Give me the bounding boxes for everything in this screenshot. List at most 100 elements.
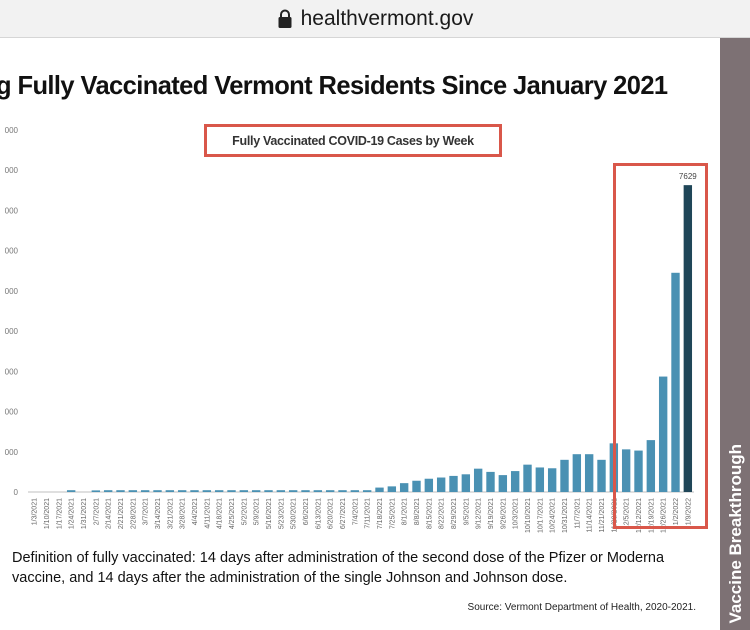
x-tick-label: 7/11/2021 [365, 498, 372, 529]
bar [91, 490, 101, 492]
bar [510, 471, 520, 492]
x-tick-label: 12/12/2021 [636, 498, 643, 533]
x-tick-label: 1/10/2021 [44, 498, 51, 529]
bar [584, 454, 594, 492]
bar [486, 471, 495, 492]
bar [547, 468, 557, 492]
y-tick-label: 000 [5, 126, 19, 135]
bar [621, 449, 631, 492]
x-tick-label: 8/15/2021 [426, 498, 433, 529]
x-tick-label: 9/12/2021 [476, 498, 483, 529]
bar [153, 490, 162, 492]
x-tick-label: 5/9/2021 [254, 498, 261, 525]
x-tick-label: 9/19/2021 [488, 498, 495, 529]
bar [449, 475, 458, 492]
bar [116, 490, 125, 492]
y-tick-label: 000 [5, 287, 19, 296]
highlight-box [613, 163, 708, 529]
bar [177, 490, 187, 492]
bar [671, 272, 680, 492]
x-axis: 1/3/2021 1/10/2021 1/17/2021 1/24/2021 1/31/… [32, 498, 693, 533]
x-tick-label: 10/3/2021 [513, 498, 520, 529]
bar [276, 490, 286, 492]
bar [103, 490, 113, 492]
bar [362, 490, 372, 492]
side-panel: Vaccine Breakthrough [720, 38, 750, 630]
x-tick-label: 10/10/2021 [525, 498, 532, 533]
x-tick-label: 1/3/2021 [32, 498, 39, 525]
bar [313, 490, 323, 492]
x-tick-label: 8/1/2021 [402, 498, 409, 525]
y-tick-label: 000 [5, 247, 19, 256]
x-tick-label: 11/14/2021 [587, 498, 594, 533]
bar [535, 467, 545, 492]
x-tick-label: 4/11/2021 [204, 498, 211, 529]
x-tick-label: 5/30/2021 [291, 498, 298, 529]
bar [128, 490, 138, 492]
x-tick-label: 3/7/2021 [143, 498, 150, 525]
bar [436, 477, 446, 492]
x-tick-label: 9/26/2021 [500, 498, 507, 529]
bar [251, 490, 261, 492]
bar-series [66, 185, 693, 492]
browser-url-bar[interactable]: healthvermont.gov [0, 0, 750, 38]
bar [572, 454, 582, 492]
x-tick-label: 1/24/2021 [69, 498, 76, 529]
x-tick-label: 9/5/2021 [463, 498, 470, 525]
x-tick-label: 8/29/2021 [451, 498, 458, 529]
bar [190, 490, 199, 492]
x-tick-label: 3/14/2021 [155, 498, 162, 529]
bar [498, 475, 508, 492]
lock-icon [278, 9, 292, 28]
chart-title: Fully Vaccinated COVID-19 Cases by Week [232, 133, 474, 148]
x-tick-label: 1/9/2022 [685, 498, 692, 525]
bar [597, 459, 606, 492]
y-tick-label: 000 [5, 166, 19, 175]
bar [140, 490, 150, 492]
x-tick-label: 5/23/2021 [278, 498, 285, 529]
x-tick-label: 3/28/2021 [180, 498, 187, 529]
x-tick-label: 5/16/2021 [266, 498, 273, 529]
chart-title-box: Fully Vaccinated COVID-19 Cases by Week [204, 124, 502, 157]
bar [239, 490, 249, 492]
bar [634, 450, 643, 492]
bar [646, 440, 656, 492]
bar [325, 490, 335, 492]
x-tick-label: 3/21/2021 [167, 498, 174, 529]
x-tick-label: 2/28/2021 [130, 498, 137, 529]
bar [165, 490, 175, 492]
bar [202, 490, 212, 492]
x-tick-label: 8/22/2021 [439, 498, 446, 529]
bar [301, 490, 310, 492]
bar [560, 459, 569, 492]
x-tick-label: 6/27/2021 [340, 498, 347, 529]
y-tick-label: 0 [14, 488, 19, 497]
data-label: 7629 [679, 172, 697, 181]
x-tick-label: 6/20/2021 [328, 498, 335, 529]
x-tick-label: 1/2/2022 [673, 498, 680, 525]
x-tick-label: 4/4/2021 [192, 498, 199, 525]
bar [412, 480, 421, 492]
y-tick-label: 000 [5, 206, 19, 215]
bar [461, 474, 471, 492]
bar [424, 478, 434, 492]
slide-title: g Fully Vaccinated Vermont Residents Sin… [0, 70, 668, 100]
x-tick-label: 8/8/2021 [414, 498, 421, 525]
bar [399, 483, 409, 492]
x-tick-label: 4/25/2021 [229, 498, 236, 529]
x-tick-label: 10/31/2021 [562, 498, 569, 533]
x-tick-label: 11/7/2021 [574, 498, 581, 529]
y-tick-label: 000 [5, 448, 19, 457]
x-tick-label: 7/18/2021 [377, 498, 384, 529]
bar [387, 486, 397, 492]
side-panel-label: Vaccine Breakthrough [726, 444, 745, 624]
bar [227, 490, 236, 492]
bar [375, 487, 384, 492]
source-text: Source: Vermont Department of Health, 20… [467, 602, 696, 613]
x-tick-label: 11/21/2021 [599, 498, 606, 533]
bar [66, 490, 76, 492]
bar [473, 468, 483, 492]
x-tick-label: 10/24/2021 [550, 498, 557, 533]
url-text: healthvermont.gov [300, 6, 474, 30]
